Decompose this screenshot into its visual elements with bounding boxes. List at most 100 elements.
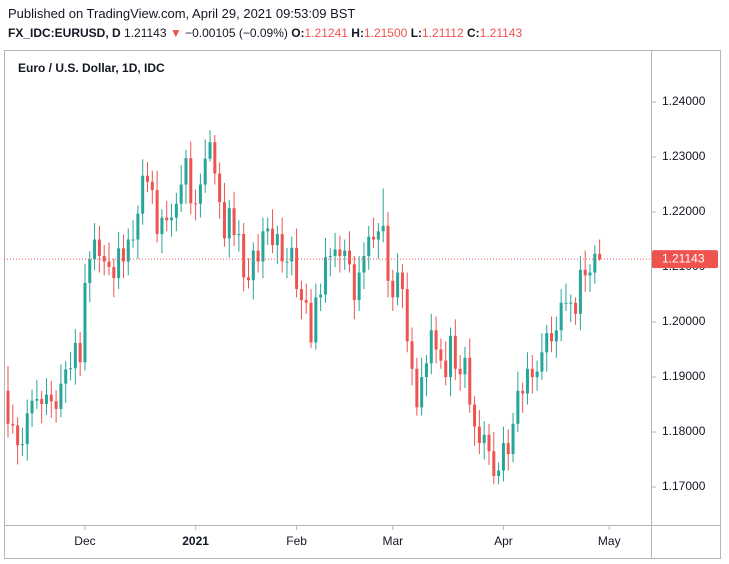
- candle-body: [232, 208, 236, 236]
- candle-body: [574, 302, 578, 314]
- candle-body: [198, 184, 202, 204]
- candle-body: [256, 250, 260, 262]
- candle-body: [126, 239, 130, 262]
- candle-body: [189, 158, 193, 204]
- candle-body: [564, 302, 568, 304]
- candle-body: [506, 443, 510, 455]
- candle-body: [535, 371, 539, 378]
- candle-body: [275, 234, 279, 246]
- candle-body: [400, 272, 404, 290]
- change: −0.00105 (−0.09%): [185, 26, 288, 40]
- candle-body: [203, 158, 207, 185]
- candle-body: [174, 203, 178, 218]
- candle-body: [145, 175, 149, 182]
- candle-body: [372, 236, 376, 240]
- y-tick-label: 1.23000: [662, 149, 706, 163]
- candle-body: [396, 272, 400, 298]
- candle-body: [40, 399, 44, 404]
- candle-body: [352, 264, 356, 301]
- h-value: 1.21500: [363, 26, 408, 40]
- candle-body: [487, 434, 491, 452]
- candle-body: [25, 413, 29, 445]
- candle-body: [453, 335, 457, 369]
- symbol-line: FX_IDC:EURUSD, D 1.21143 ▼ −0.00105 (−0.…: [8, 26, 522, 40]
- x-tick-label: Feb: [286, 534, 307, 548]
- candle-body: [88, 259, 92, 283]
- candle-body: [386, 225, 390, 281]
- candle-body: [237, 234, 241, 236]
- candle-body: [20, 444, 24, 446]
- candle-body: [501, 443, 505, 471]
- candle-body: [477, 426, 481, 444]
- candle-body: [117, 248, 121, 279]
- candle-body: [357, 272, 361, 301]
- candle-body: [449, 335, 453, 378]
- candle-body: [482, 434, 486, 444]
- candle-body: [49, 394, 53, 402]
- c-label: C:: [466, 26, 480, 40]
- candle-body: [30, 400, 34, 414]
- candle-body: [578, 269, 582, 314]
- candle-body: [285, 261, 289, 263]
- candle-body: [338, 249, 342, 257]
- candle-body: [136, 213, 140, 240]
- candle-body: [569, 302, 573, 304]
- candle-body: [593, 253, 597, 273]
- candle-body: [540, 352, 544, 372]
- candle-body: [405, 289, 409, 342]
- x-tick-label: Mar: [382, 534, 403, 548]
- candle-body: [194, 203, 198, 205]
- candle-body: [242, 234, 246, 278]
- candle-body: [78, 342, 82, 363]
- candle-body: [54, 401, 58, 409]
- x-tick-label: Dec: [74, 534, 95, 548]
- candle-body: [6, 390, 10, 424]
- candle-body: [218, 173, 222, 203]
- y-tick-label: 1.24000: [662, 94, 706, 108]
- candle-body: [309, 302, 313, 343]
- y-tick-label: 1.22000: [662, 204, 706, 218]
- candle-body: [530, 368, 534, 378]
- candle-body: [299, 289, 303, 301]
- candle-body: [468, 357, 472, 405]
- l-value: 1.21112: [422, 26, 464, 40]
- arrow: ▼: [169, 26, 182, 40]
- x-tick-label: Apr: [494, 534, 513, 548]
- candle-body: [314, 297, 318, 343]
- candle-body: [44, 394, 48, 404]
- last: 1.21143: [124, 26, 167, 40]
- candle-body: [376, 231, 380, 240]
- candle-body: [102, 256, 106, 262]
- x-tick-label: May: [598, 534, 621, 548]
- candle-body: [97, 239, 101, 257]
- candle-body: [391, 280, 395, 298]
- candle-body: [410, 341, 414, 369]
- candle-body: [497, 470, 501, 477]
- symbol: FX_IDC:EURUSD, D: [8, 26, 121, 40]
- candle-body: [367, 236, 371, 257]
- frame: [4, 50, 721, 559]
- candle-body: [141, 175, 145, 214]
- candle-body: [381, 225, 385, 232]
- x-tick-label: 2021: [182, 534, 209, 548]
- candle-body: [64, 369, 68, 384]
- y-tick-label: 1.19000: [662, 369, 706, 383]
- candle-body: [213, 142, 217, 174]
- candle-body: [261, 231, 265, 262]
- candle-body: [93, 239, 97, 260]
- candle-body: [550, 333, 554, 342]
- candle-body: [83, 283, 87, 363]
- candle-body: [227, 208, 231, 239]
- candle-body: [588, 272, 592, 276]
- candle-body: [266, 228, 270, 232]
- candle-body: [319, 294, 323, 298]
- candle-body: [328, 256, 332, 258]
- candle-body: [439, 349, 443, 361]
- candle-body: [516, 390, 520, 424]
- candle-body: [598, 253, 602, 260]
- candle-body: [251, 250, 255, 281]
- candle-body: [280, 234, 284, 262]
- candle-body: [247, 277, 250, 281]
- candle-body: [444, 360, 448, 378]
